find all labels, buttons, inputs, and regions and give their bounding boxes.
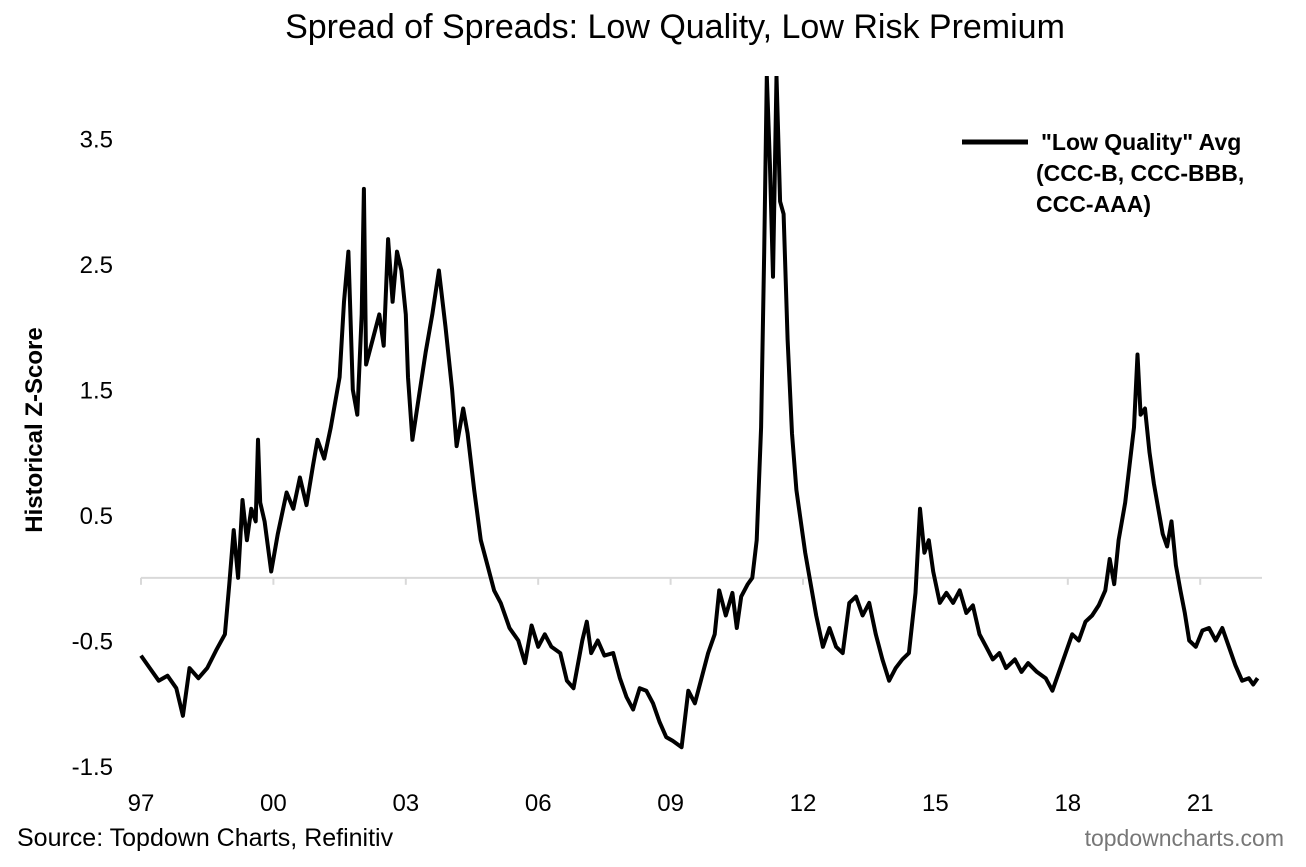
y-axis-title: Historical Z-Score xyxy=(21,327,48,532)
zero-axis-line xyxy=(140,576,1262,585)
y-tick-label: -0.5 xyxy=(72,629,113,656)
x-tick-label: 09 xyxy=(657,790,684,817)
x-tick-label: 03 xyxy=(392,790,419,817)
series-layer xyxy=(139,76,1260,750)
legend-line-3: CCC-AAA) xyxy=(1036,191,1151,217)
source-note: Source: Topdown Charts, Refinitiv xyxy=(17,824,394,852)
x-tick-label: 06 xyxy=(525,790,552,817)
x-tick-label: 97 xyxy=(128,790,155,817)
y-tick-label: 3.5 xyxy=(80,127,113,154)
legend-line-2: (CCC-B, CCC-BBB, xyxy=(1036,160,1244,186)
legend-line-1: "Low Quality" Avg xyxy=(1041,129,1241,155)
x-tick-label: 15 xyxy=(922,790,949,817)
y-tick-label: 1.5 xyxy=(80,378,113,405)
series-line-low-quality-avg xyxy=(139,76,1260,750)
x-tick-label: 21 xyxy=(1187,790,1214,817)
y-tick-label: 0.5 xyxy=(80,503,113,530)
x-tick-label: 18 xyxy=(1054,790,1081,817)
legend: "Low Quality" Avg (CCC-B, CCC-BBB, CCC-A… xyxy=(962,129,1244,217)
chart-title: Spread of Spreads: Low Quality, Low Risk… xyxy=(285,8,1065,46)
watermark: topdowncharts.com xyxy=(1085,825,1284,851)
y-tick-label: -1.5 xyxy=(72,754,113,781)
x-tick-labels: 97 00 03 06 09 12 15 18 21 xyxy=(128,790,1214,817)
x-tick-label: 00 xyxy=(260,790,287,817)
x-tick-label: 12 xyxy=(790,790,817,817)
y-tick-label: 2.5 xyxy=(80,252,113,279)
y-tick-labels: 3.5 2.5 1.5 0.5 -0.5 -1.5 xyxy=(72,127,113,781)
